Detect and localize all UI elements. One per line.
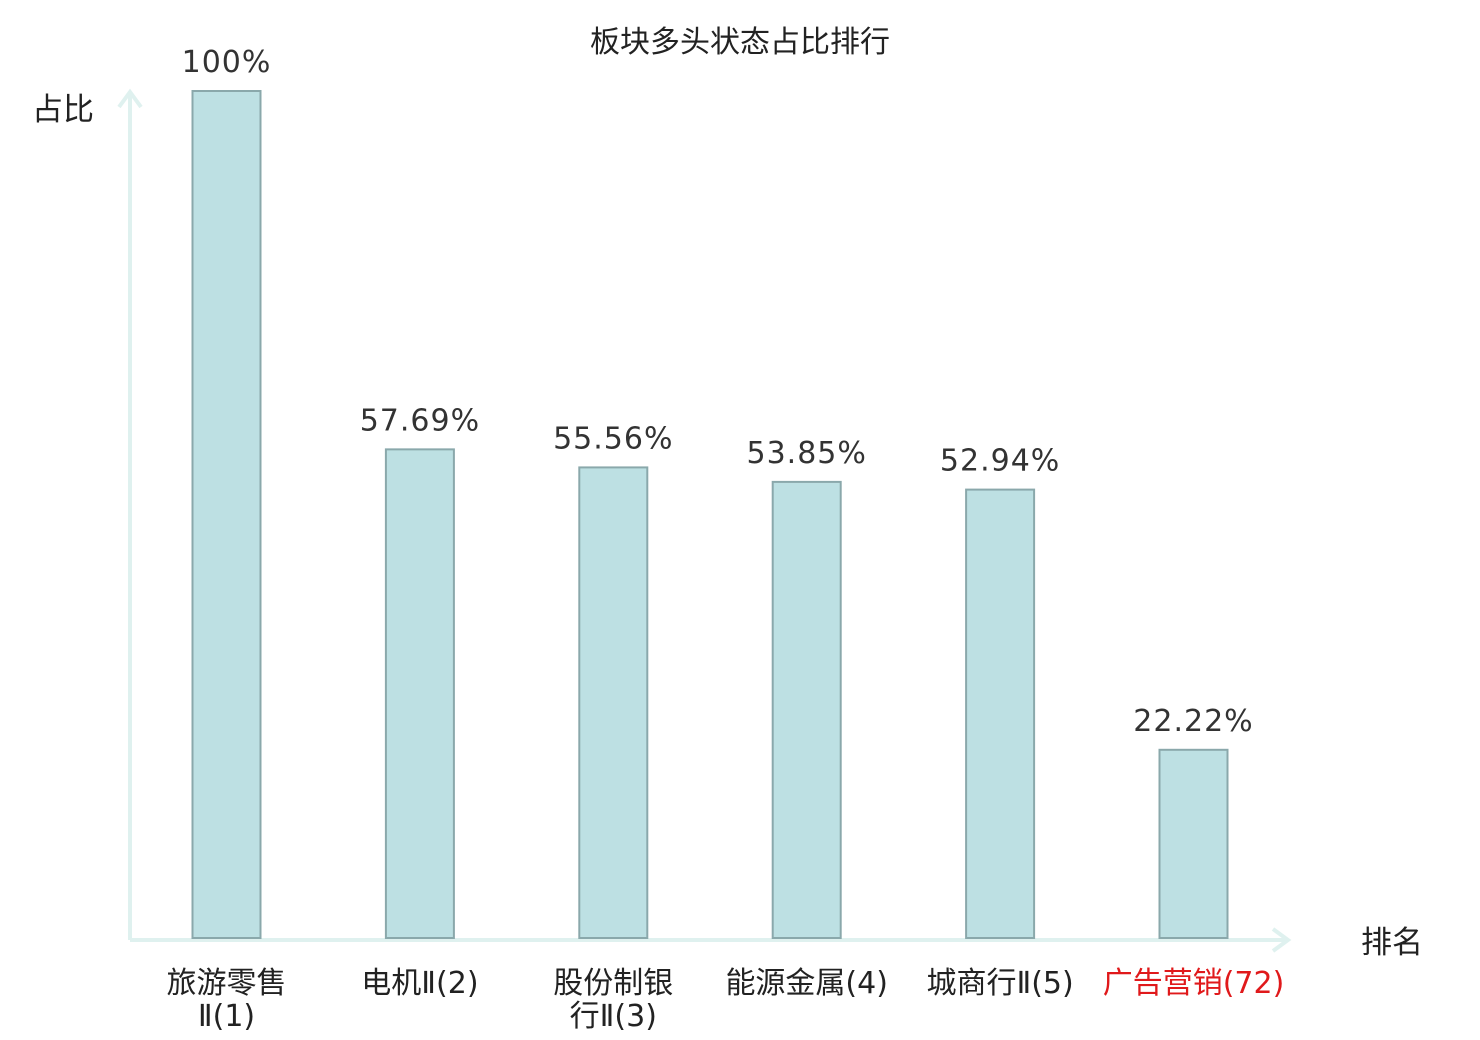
x-tick-label: 能源金属(4) [725,966,888,1001]
bar [1158,748,1229,939]
x-axis-arrow [1271,927,1292,953]
x-tick-label: 广告营销(72) [1103,966,1285,1001]
bar [578,466,649,939]
chart-title: 板块多头状态占比排行 [590,25,890,60]
x-tick-label: Ⅱ(1) [198,999,255,1034]
y-axis-arrow [117,88,143,109]
x-tick-label: 股份制银 [553,966,673,1001]
bar [771,480,842,939]
x-tick-label: 行Ⅱ(3) [570,999,657,1034]
x-tick-label: 旅游零售 [167,966,287,1001]
value-labels: 100% 57.69% 55.56% 53.85% 52.94% 22.22% [182,45,1253,739]
bar [384,448,455,939]
data-label: 57.69% [360,403,480,438]
bar [965,488,1036,939]
y-axis-label: 占比 [32,92,94,128]
data-label: 53.85% [747,436,867,471]
data-label: 52.94% [940,444,1060,479]
x-tick-label: 电机Ⅱ(2) [361,966,478,1001]
x-tick-label: 城商行Ⅱ(5) [926,966,1073,1001]
bar-series [191,90,1229,939]
data-label: 100% [182,45,272,80]
data-label: 55.56% [553,421,673,456]
x-axis-label: 排名 [1361,925,1423,961]
bar [191,90,262,939]
data-label: 22.22% [1133,704,1253,739]
